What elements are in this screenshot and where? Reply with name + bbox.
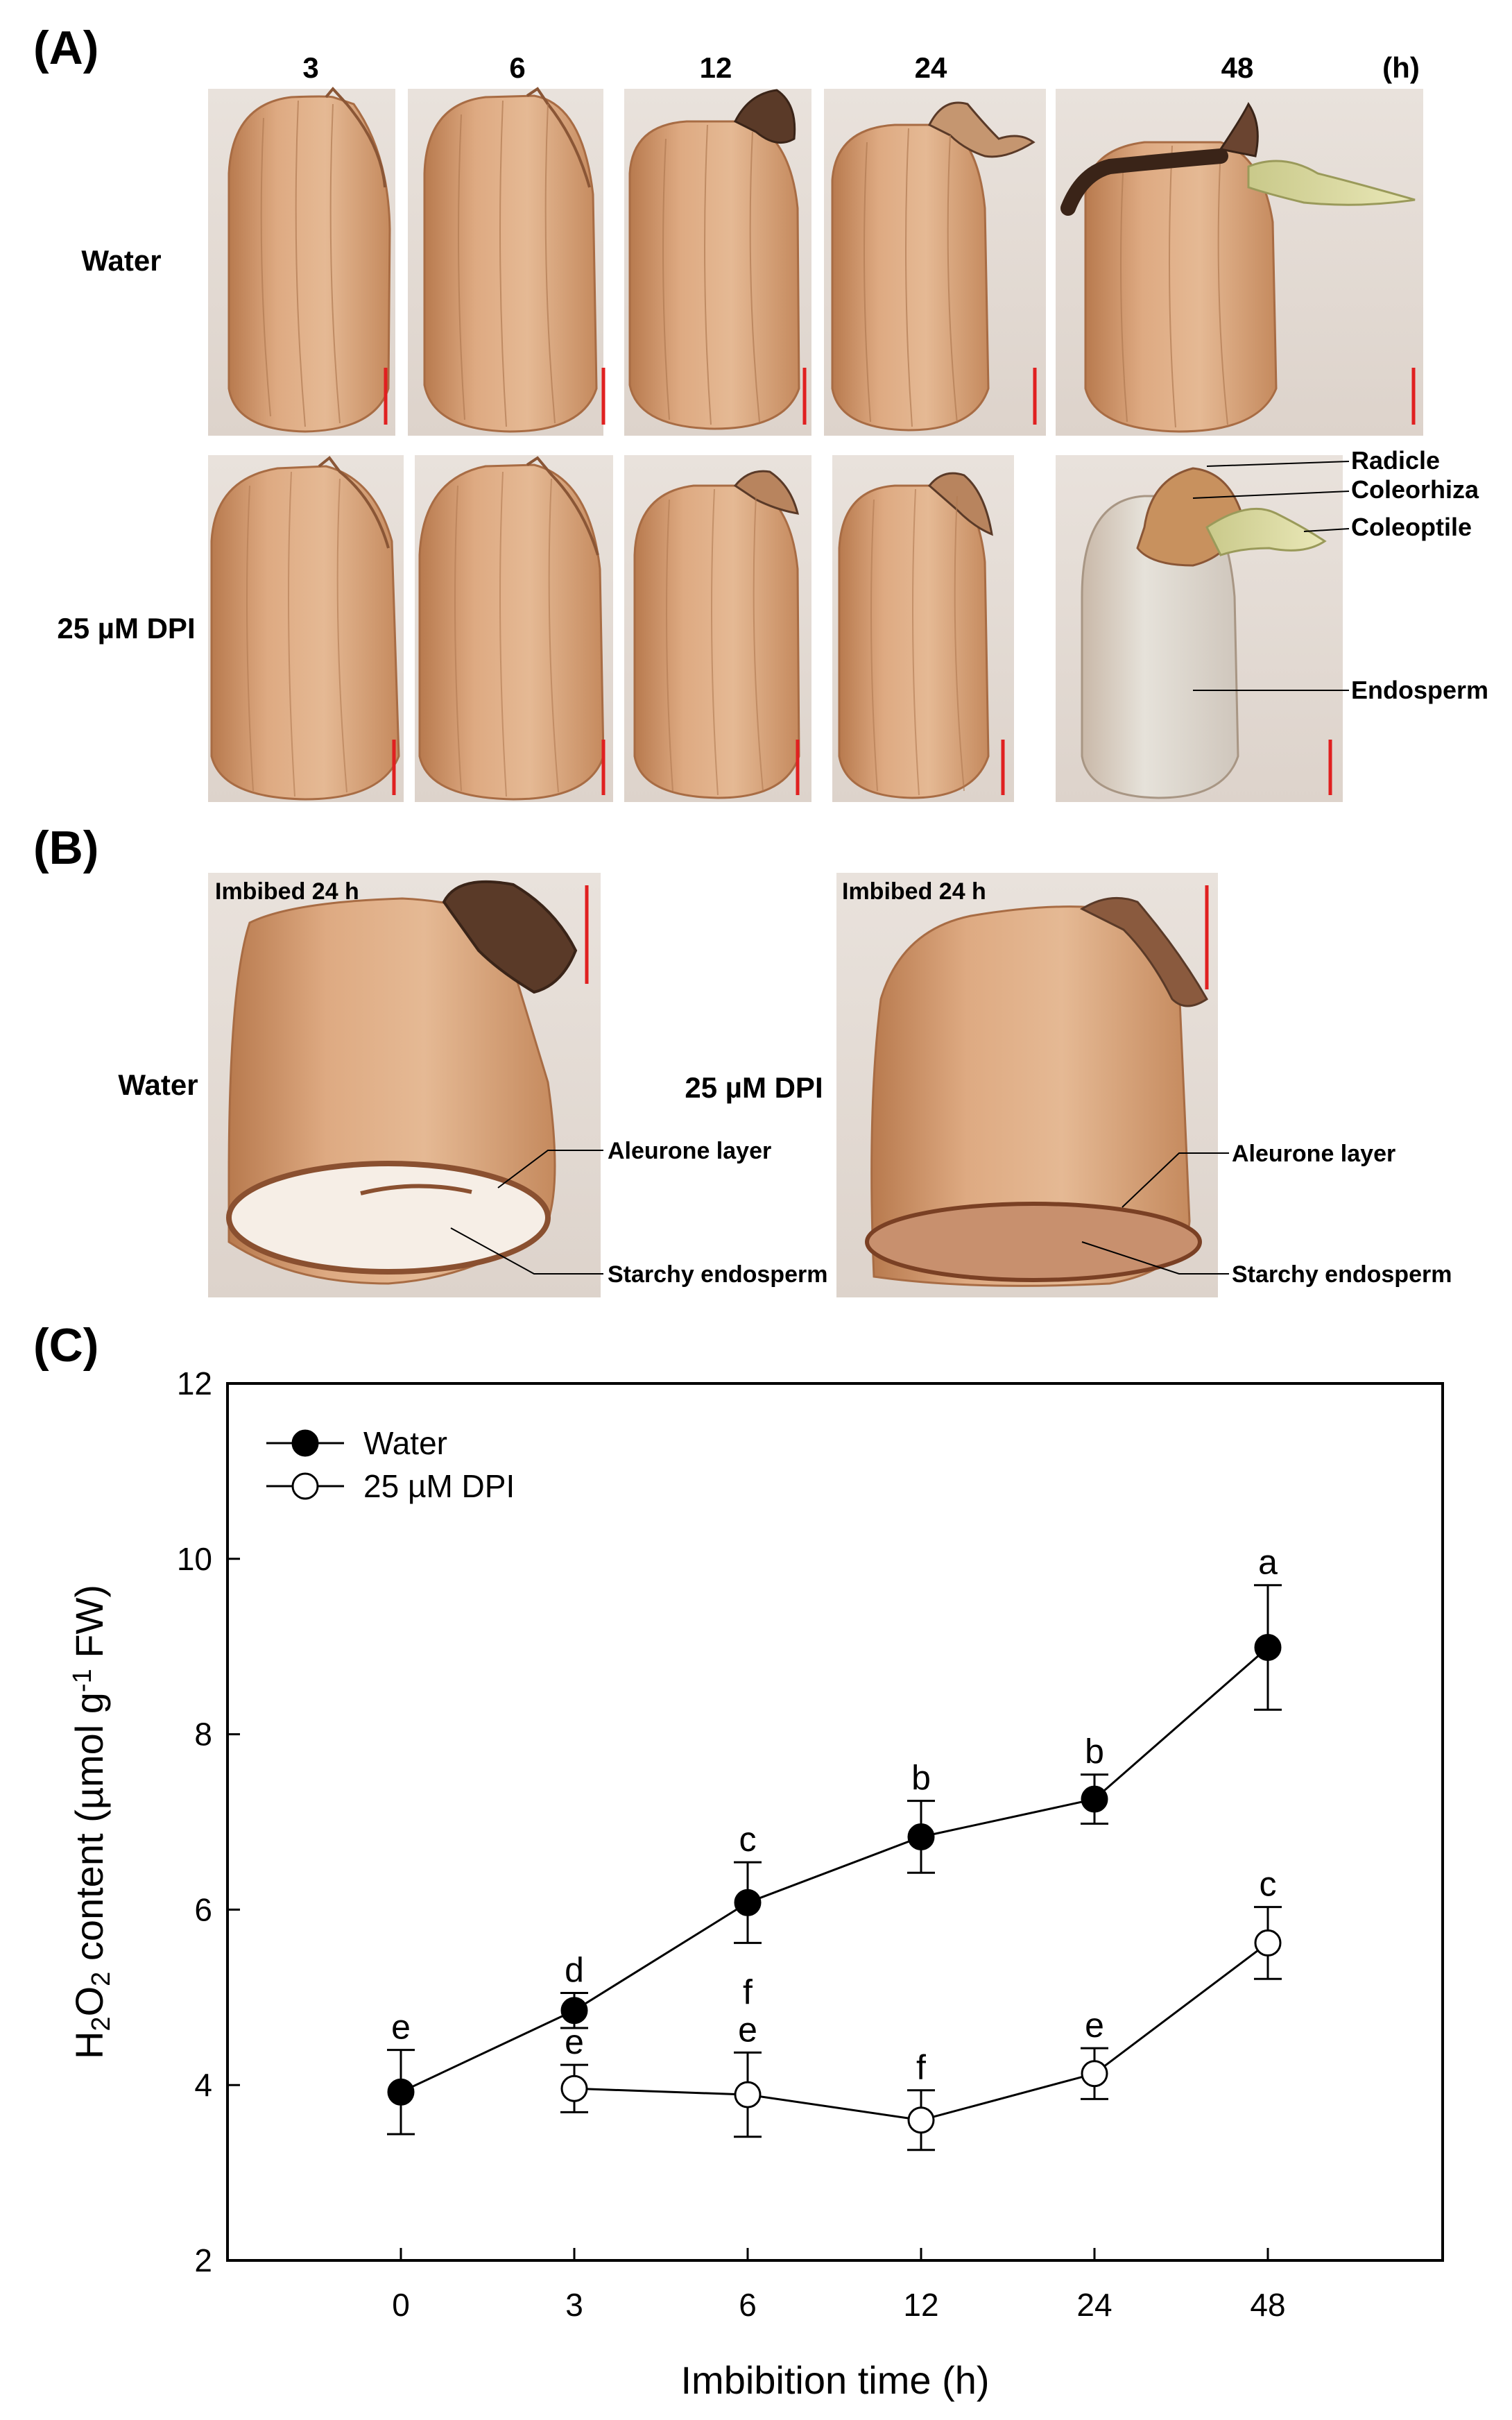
- y-tick-label: 8: [194, 1716, 212, 1753]
- photo-dpi-48h: [1056, 455, 1343, 802]
- panel-b-row-dpi: 25 µM DPI: [685, 1071, 823, 1104]
- significance-letter: e: [738, 2010, 757, 2049]
- y-tick-label: 2: [194, 2242, 212, 2278]
- time-header-12: 12: [700, 51, 732, 84]
- photo-water-48h: [1056, 89, 1423, 436]
- panel-b-annotations: Imbibed 24 h Imbibed 24 h Aleurone layer…: [215, 878, 1452, 1288]
- significance-letter: e: [1085, 2006, 1104, 2045]
- data-point: [907, 1823, 935, 1850]
- photo-b-dpi: [836, 873, 1218, 1297]
- series-line: [400, 1646, 1269, 2093]
- legend-label: Water: [363, 1425, 447, 1461]
- y-axis: 2 4 6 8 10 12: [177, 1365, 240, 2278]
- data-point: [387, 2078, 415, 2106]
- time-header-6: 6: [509, 51, 525, 84]
- plot-frame: [226, 1382, 1444, 2262]
- x-tick-label: 48: [1250, 2287, 1285, 2323]
- time-header-24: 24: [915, 51, 947, 84]
- row-label-water: Water: [81, 244, 161, 277]
- photo-dpi-3h: [208, 455, 404, 802]
- caption-water: Imbibed 24 h: [215, 878, 359, 905]
- x-axis: 0 3 6 12 24 48: [392, 2248, 1286, 2323]
- y-tick-label: 4: [194, 2067, 212, 2103]
- data-point: [734, 2081, 762, 2108]
- legend-label: 25 µM DPI: [363, 1468, 515, 1504]
- x-axis-title: Imbibition time (h): [680, 2358, 989, 2402]
- data-point: [907, 2106, 935, 2134]
- time-headers: 3 6 12 24 48 (h): [302, 51, 1420, 84]
- photo-water-3h: [208, 86, 395, 436]
- y-tick-label: 10: [177, 1541, 212, 1577]
- y-axis-title-part: H: [67, 2031, 111, 2059]
- data-point: [734, 1889, 762, 1916]
- photo-dpi-24h: [832, 455, 1014, 802]
- significance-letter: b: [911, 1759, 931, 1798]
- row-label-dpi: 25 µM DPI: [57, 612, 195, 645]
- y-axis-title-part: 2: [87, 2016, 116, 2031]
- legend-marker: [291, 1429, 319, 1457]
- significance-letter: d: [565, 1950, 584, 1989]
- y-tick-label: 6: [194, 1891, 212, 1927]
- annotation-radicle: Radicle: [1351, 446, 1440, 475]
- data-point: [1081, 1785, 1108, 1813]
- annotation-starchy-dpi: Starchy endosperm: [1232, 1261, 1452, 1288]
- y-tick-label: 12: [177, 1365, 212, 1401]
- annotation-coleoptile: Coleoptile: [1351, 513, 1472, 541]
- data-point: [560, 2074, 588, 2102]
- panel-a-label: (A): [33, 22, 98, 74]
- legend: Water 25 µM DPI: [266, 1425, 515, 1504]
- y-axis-title-part: content (µmol g: [67, 1692, 111, 1972]
- y-axis-title: H2O2 content (µmol g-1 FW): [67, 1585, 116, 2059]
- y-axis-title-part: 2: [87, 1972, 116, 1986]
- y-axis-title-part: -1: [68, 1669, 97, 1692]
- photo-b-water: [208, 873, 601, 1297]
- annotation-starchy-water: Starchy endosperm: [608, 1261, 827, 1288]
- x-tick-label: 6: [739, 2287, 757, 2323]
- photo-water-6h: [408, 87, 605, 436]
- data-point: [1081, 2060, 1108, 2088]
- time-unit: (h): [1382, 51, 1420, 84]
- annotation-aleurone-water: Aleurone layer: [608, 1138, 771, 1164]
- photo-dpi-6h: [415, 455, 613, 802]
- photo-water-12h: [624, 89, 811, 436]
- significance-letter: c: [739, 1820, 757, 1859]
- legend-marker: [291, 1472, 319, 1500]
- x-tick-label: 24: [1076, 2287, 1112, 2323]
- x-tick-label: 0: [392, 2287, 410, 2323]
- photo-dpi-12h: [624, 455, 811, 802]
- data-point: [1254, 1633, 1282, 1661]
- significance-letter: c: [1260, 1865, 1277, 1904]
- panel-b-row-water: Water: [118, 1068, 198, 1101]
- panel-b-label: (B): [33, 821, 98, 874]
- significance-letter-extra: f: [743, 1972, 753, 2011]
- annotation-coleorhiza: Coleorhiza: [1351, 475, 1479, 504]
- data-point: [560, 1997, 588, 2025]
- time-header-3: 3: [302, 51, 318, 84]
- photo-water-24h: [824, 89, 1046, 436]
- y-axis-title-part: O: [67, 1986, 111, 2017]
- panel-a-annotations: Radicle Coleorhiza Coleoptile Endosperm: [1192, 446, 1488, 704]
- x-tick-label: 12: [903, 2287, 938, 2323]
- significance-letter: e: [391, 2008, 411, 2047]
- significance-letter: e: [565, 2022, 584, 2061]
- annotation-endosperm: Endosperm: [1351, 676, 1488, 704]
- panel-c-label: (C): [33, 1319, 98, 1372]
- y-axis-title-part: FW): [67, 1585, 111, 1669]
- x-tick-label: 3: [565, 2287, 583, 2323]
- annotation-aleurone-dpi: Aleurone layer: [1232, 1141, 1395, 1167]
- data-point: [1254, 1929, 1282, 1957]
- significance-letter: a: [1258, 1543, 1278, 1582]
- time-header-48: 48: [1221, 51, 1254, 84]
- significance-letter: b: [1085, 1732, 1104, 1771]
- caption-dpi: Imbibed 24 h: [842, 878, 986, 905]
- significance-letter: f: [916, 2048, 926, 2087]
